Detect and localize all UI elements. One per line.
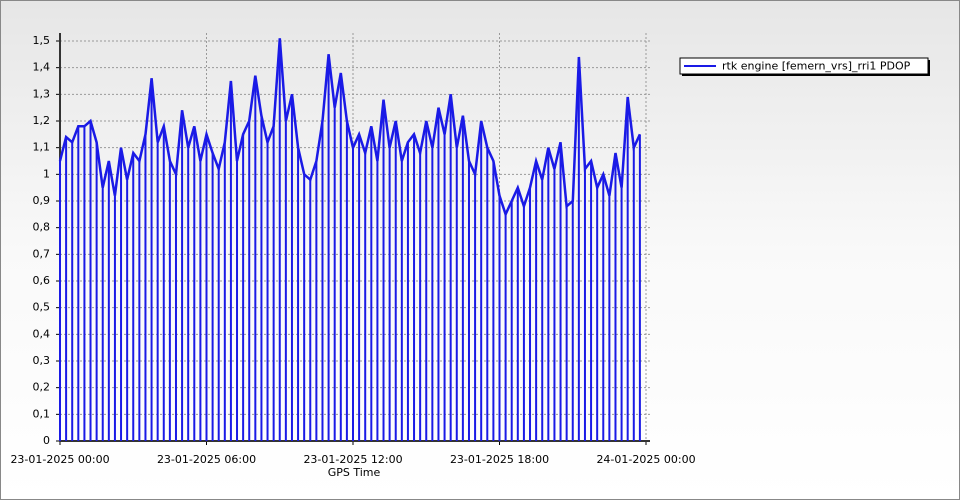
x-tick-label: 23-01-2025 06:00 <box>157 453 256 466</box>
y-tick-label: 0,5 <box>33 301 51 314</box>
y-tick-label: 0,6 <box>33 274 51 287</box>
legend-label: rtk engine [femern_vrs]_rri1 PDOP <box>722 60 911 73</box>
x-axis-label: GPS Time <box>328 466 381 479</box>
y-tick-label: 0,9 <box>33 194 51 207</box>
y-tick-label: 0,8 <box>33 221 51 234</box>
legend-box <box>679 57 929 75</box>
x-tick-label: 23-01-2025 12:00 <box>303 453 402 466</box>
y-tick-label: 1,5 <box>33 34 51 47</box>
y-tick-label: 0 <box>43 434 50 447</box>
series-line <box>58 38 642 218</box>
y-tick-label: 0,3 <box>33 354 51 367</box>
y-tick-label: 0,2 <box>33 381 51 394</box>
y-tick-label: 1,2 <box>33 114 51 127</box>
y-tick-label: 0,4 <box>33 327 51 340</box>
y-tick-label: 1 <box>43 167 50 180</box>
y-tick-label: 1,1 <box>33 141 51 154</box>
x-tick-label: 23-01-2025 18:00 <box>450 453 549 466</box>
x-tick-label: 23-01-2025 00:00 <box>10 453 109 466</box>
y-tick-label: 1,4 <box>33 61 51 74</box>
y-tick-label: 1,3 <box>33 87 51 100</box>
x-tick-label: 24-01-2025 00:00 <box>596 453 695 466</box>
y-tick-label: 0,7 <box>33 247 51 260</box>
y-tick-label: 0,1 <box>33 407 51 420</box>
